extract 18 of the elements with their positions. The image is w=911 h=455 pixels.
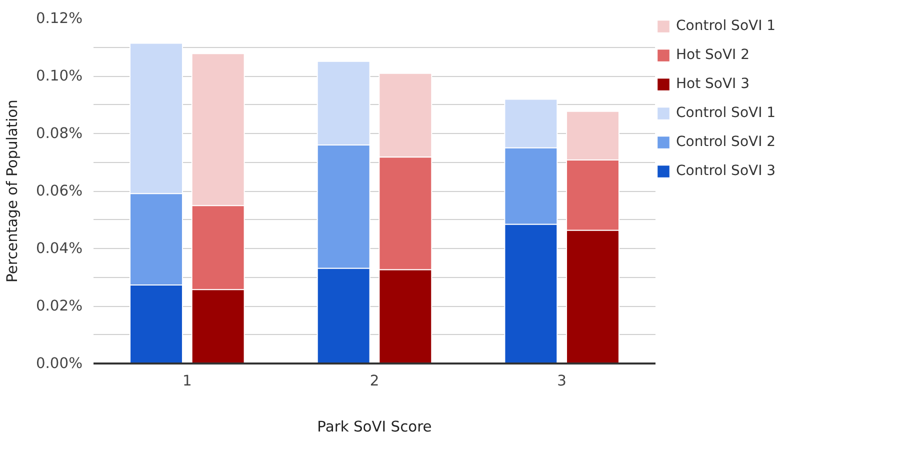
- y-tick-label: 0.02%: [36, 298, 83, 314]
- legend-label: Control SoVI 1: [676, 18, 776, 34]
- y-tick-label: 0.06%: [36, 182, 83, 200]
- x-tick-label: 3: [557, 372, 566, 390]
- legend-label: Hot SoVI 3: [676, 76, 750, 92]
- x-tick-label: 2: [370, 372, 380, 390]
- legend-label: Control SoVI 3: [676, 163, 776, 179]
- y-tick-label: 0.04%: [36, 240, 83, 257]
- legend-label: Hot SoVI 2: [676, 47, 750, 63]
- legend-label: Control SoVI 2: [676, 134, 776, 150]
- y-tick-label: 0.08%: [36, 125, 83, 142]
- legend-label: Control SoVI 1: [676, 105, 776, 121]
- y-tick-label: 0.12%: [36, 10, 83, 27]
- x-tick-label: 1: [182, 372, 192, 390]
- x-axis-title: Park SoVI Score: [317, 418, 432, 436]
- y-tick-label: 0.10%: [36, 68, 83, 84]
- y-axis-title: Percentage of Population: [4, 100, 21, 282]
- y-tick-label: 0.00%: [36, 355, 83, 372]
